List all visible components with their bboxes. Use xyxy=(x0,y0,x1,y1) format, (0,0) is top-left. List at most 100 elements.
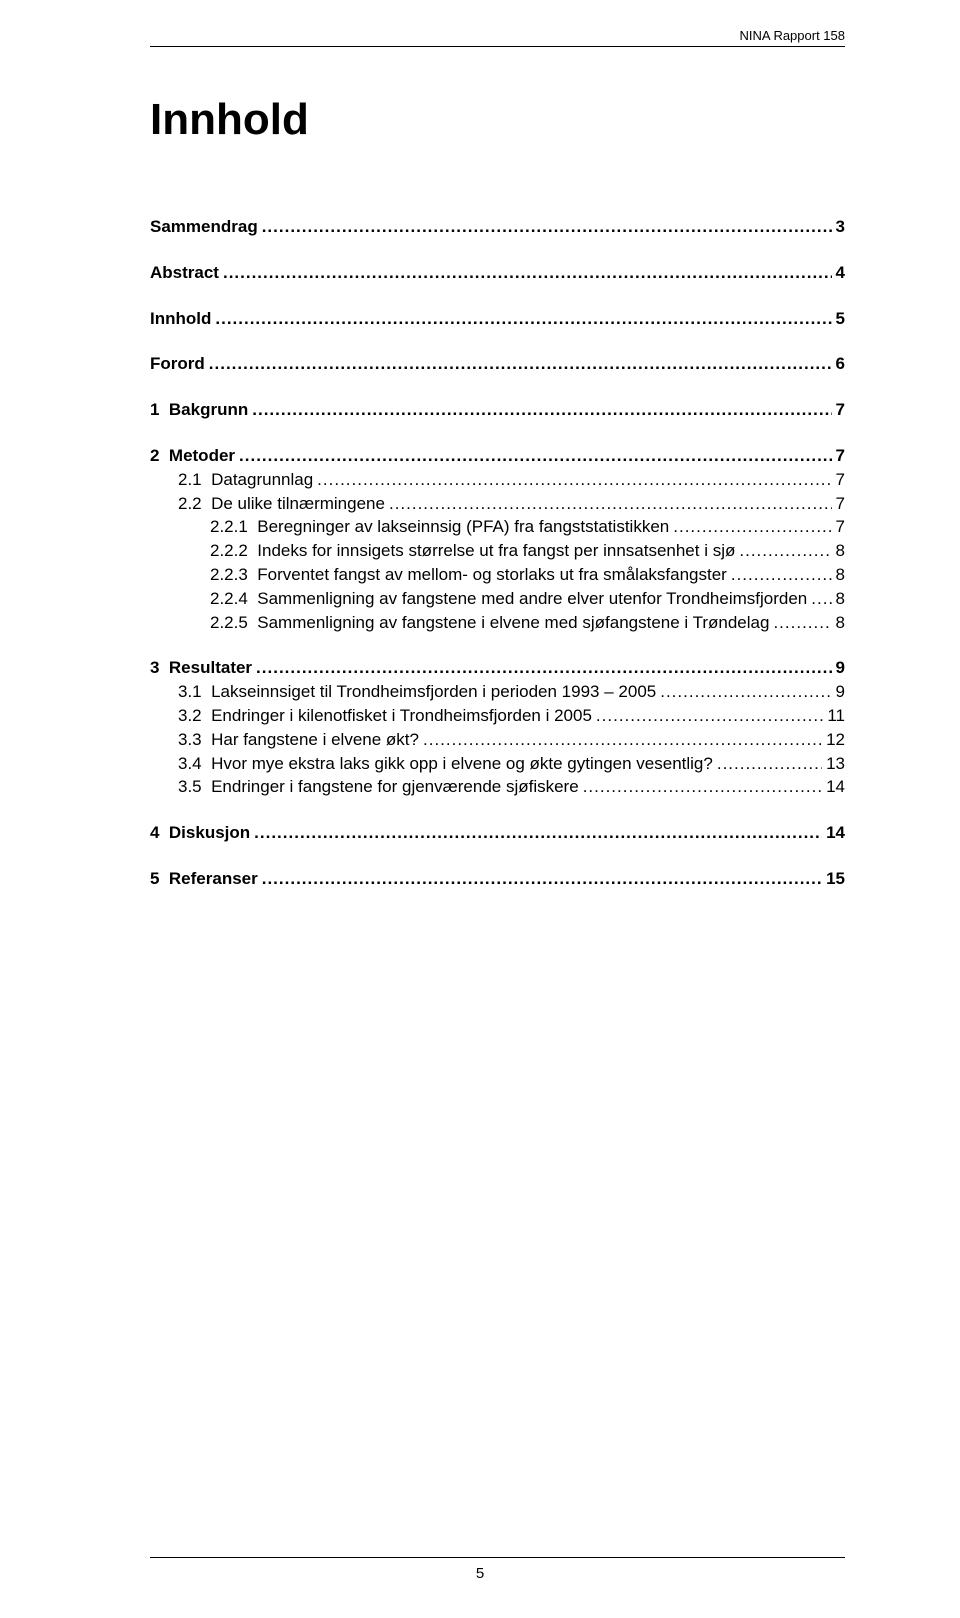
toc-group: Innhold.................................… xyxy=(150,307,845,331)
toc-line: Forord..................................… xyxy=(150,352,845,376)
toc-page: 7 xyxy=(832,444,845,468)
toc-page: 3 xyxy=(832,215,845,239)
toc-page: 9 xyxy=(832,680,845,704)
toc-label: Resultater xyxy=(169,656,252,680)
toc-line: 3.2 Endringer i kilenotfisket i Trondhei… xyxy=(150,704,845,728)
toc-number: 2.1 xyxy=(150,468,211,492)
toc-label: Abstract xyxy=(150,261,219,285)
toc-number: 2.2.4 xyxy=(150,587,257,611)
toc-line: 3.3 Har fangstene i elvene økt?.........… xyxy=(150,728,845,752)
toc-number: 2 xyxy=(150,444,169,468)
toc-leader: ........................................… xyxy=(656,680,831,704)
toc-page: 8 xyxy=(832,611,845,635)
toc-leader: ........................................… xyxy=(385,492,832,516)
toc-label: Bakgrunn xyxy=(169,398,248,422)
toc-page: 6 xyxy=(832,352,845,376)
toc-line: 2.2.4 Sammenligning av fangstene med and… xyxy=(150,587,845,611)
toc-line: 3 Resultater............................… xyxy=(150,656,845,680)
toc-number: 2.2.1 xyxy=(150,515,257,539)
header-rule xyxy=(150,46,845,47)
toc-label: Hvor mye ekstra laks gikk opp i elvene o… xyxy=(211,752,713,776)
toc-page: 14 xyxy=(822,775,845,799)
toc-page: 14 xyxy=(822,821,845,845)
toc-label: Referanser xyxy=(169,867,258,891)
toc-line: 1 Bakgrunn..............................… xyxy=(150,398,845,422)
footer-rule xyxy=(150,1557,845,1558)
toc-label: Datagrunnlag xyxy=(211,468,313,492)
toc-group: Sammendrag..............................… xyxy=(150,215,845,239)
toc-group: 4 Diskusjon.............................… xyxy=(150,821,845,845)
toc-line: 3.5 Endringer i fangstene for gjenværend… xyxy=(150,775,845,799)
footer-page-number: 5 xyxy=(0,1565,960,1582)
toc-group: 1 Bakgrunn..............................… xyxy=(150,398,845,422)
toc-page: 4 xyxy=(832,261,845,285)
toc-line: 2.2.3 Forventet fangst av mellom- og sto… xyxy=(150,563,845,587)
toc-label: Lakseinnsiget til Trondheimsfjorden i pe… xyxy=(211,680,656,704)
toc-line: Sammendrag..............................… xyxy=(150,215,845,239)
toc-label: Metoder xyxy=(169,444,235,468)
toc-line: 2 Metoder...............................… xyxy=(150,444,845,468)
toc-label: Innhold xyxy=(150,307,211,331)
toc-line: 2.2 De ulike tilnærmingene..............… xyxy=(150,492,845,516)
page: NINA Rapport 158 Innhold Sammendrag.....… xyxy=(0,0,960,1618)
toc-leader: ........................................… xyxy=(258,867,822,891)
toc-number: 2.2.3 xyxy=(150,563,257,587)
toc-line: 4 Diskusjon.............................… xyxy=(150,821,845,845)
toc-group: 3 Resultater............................… xyxy=(150,656,845,799)
toc-page: 8 xyxy=(832,563,845,587)
toc-group: Abstract................................… xyxy=(150,261,845,285)
toc-group: 5 Referanser............................… xyxy=(150,867,845,891)
toc-page: 11 xyxy=(823,704,845,728)
page-title: Innhold xyxy=(150,95,845,145)
toc-number: 1 xyxy=(150,398,169,422)
toc-leader: ........................................… xyxy=(592,704,823,728)
toc-number: 3 xyxy=(150,656,169,680)
toc-leader: ........................................… xyxy=(713,752,822,776)
toc-leader: ........................................… xyxy=(205,352,832,376)
toc-label: Indeks for innsigets størrelse ut fra fa… xyxy=(257,539,735,563)
header-report-label: NINA Rapport 158 xyxy=(739,28,845,43)
toc-line: 2.1 Datagrunnlag........................… xyxy=(150,468,845,492)
toc-leader: ........................................… xyxy=(258,215,832,239)
toc-page: 7 xyxy=(832,492,845,516)
toc-number: 2.2 xyxy=(150,492,211,516)
toc-line: 2.2.1 Beregninger av lakseinnsig (PFA) f… xyxy=(150,515,845,539)
toc-leader: ........................................… xyxy=(579,775,822,799)
toc-label: De ulike tilnærmingene xyxy=(211,492,385,516)
toc-leader: ........................................… xyxy=(669,515,831,539)
toc-number: 3.2 xyxy=(150,704,211,728)
toc-leader: ........................................… xyxy=(769,611,831,635)
toc-label: Sammendrag xyxy=(150,215,258,239)
toc-label: Beregninger av lakseinnsig (PFA) fra fan… xyxy=(257,515,669,539)
toc-label: Endringer i fangstene for gjenværende sj… xyxy=(211,775,579,799)
toc-page: 12 xyxy=(822,728,845,752)
toc-leader: ........................................… xyxy=(313,468,831,492)
toc-number: 4 xyxy=(150,821,169,845)
toc-label: Har fangstene i elvene økt? xyxy=(211,728,419,752)
toc-page: 7 xyxy=(832,398,845,422)
toc-group: 2 Metoder...............................… xyxy=(150,444,845,634)
toc-label: Sammenligning av fangstene med andre elv… xyxy=(257,587,807,611)
toc-page: 13 xyxy=(822,752,845,776)
toc-leader: ........................................… xyxy=(250,821,822,845)
toc-page: 7 xyxy=(832,468,845,492)
toc-leader: ........................................… xyxy=(252,656,831,680)
toc-number: 2.2.5 xyxy=(150,611,257,635)
toc-page: 15 xyxy=(822,867,845,891)
toc-leader: ........................................… xyxy=(219,261,832,285)
toc-page: 7 xyxy=(832,515,845,539)
table-of-contents: Sammendrag..............................… xyxy=(150,215,845,891)
toc-page: 5 xyxy=(832,307,845,331)
toc-line: 3.1 Lakseinnsiget til Trondheimsfjorden … xyxy=(150,680,845,704)
toc-leader: ........................................… xyxy=(735,539,831,563)
toc-line: 5 Referanser............................… xyxy=(150,867,845,891)
toc-number: 5 xyxy=(150,867,169,891)
content: Innhold Sammendrag......................… xyxy=(150,40,845,891)
toc-leader: ........................................… xyxy=(235,444,832,468)
toc-line: Innhold.................................… xyxy=(150,307,845,331)
toc-leader: ........................................… xyxy=(211,307,831,331)
toc-label: Endringer i kilenotfisket i Trondheimsfj… xyxy=(211,704,592,728)
toc-number: 3.3 xyxy=(150,728,211,752)
toc-number: 2.2.2 xyxy=(150,539,257,563)
toc-line: Abstract................................… xyxy=(150,261,845,285)
